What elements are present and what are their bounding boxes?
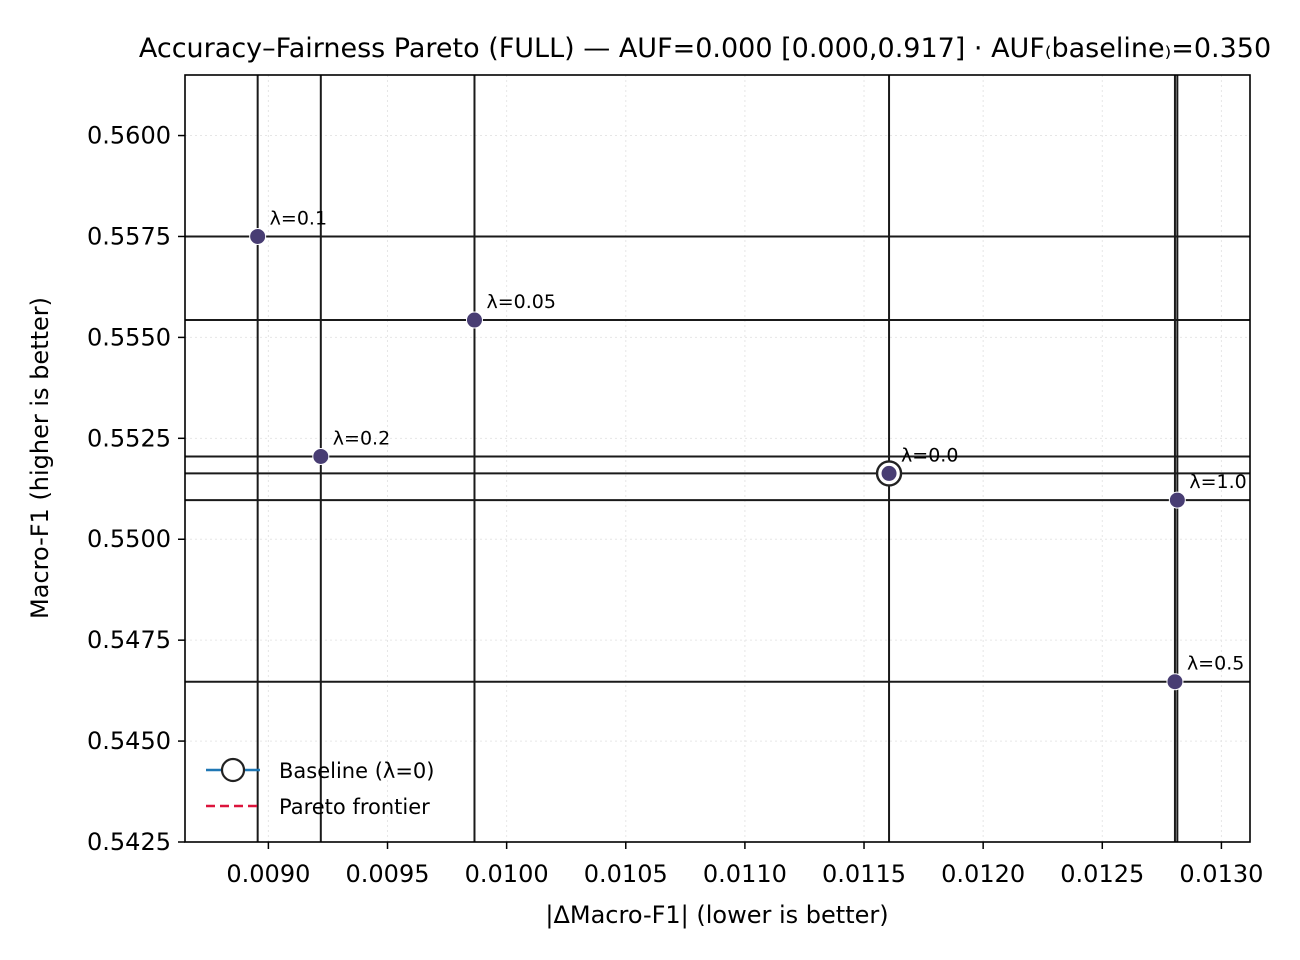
legend-baseline-marker <box>220 757 246 783</box>
grid <box>185 75 1250 843</box>
point-label: λ=1.0 <box>1189 471 1246 493</box>
reference-lines <box>185 75 1250 842</box>
y-tick-label: 0.5475 <box>87 626 171 654</box>
y-axis-ticks: 0.5425 0.5450 0.5475 0.5500 0.5525 0.5550 0.55… <box>87 122 185 856</box>
data-point <box>465 311 483 329</box>
x-axis-ticks: 0.0090 0.0095 0.0100 0.0105 0.0110 0.0115 0.01… <box>226 842 1263 888</box>
chart-title: Accuracy–Fairness Pareto (FULL) — AUF=0.… <box>139 33 1271 64</box>
point-label: λ=0.05 <box>486 291 555 313</box>
data-point <box>249 227 267 245</box>
legend-label-baseline: Baseline (λ=0) <box>279 759 434 783</box>
x-tick-label: 0.0090 <box>226 860 310 888</box>
data-point <box>880 464 898 482</box>
y-tick-label: 0.5550 <box>87 323 171 351</box>
x-axis-label: |ΔMacro-F1| (lower is better) <box>545 901 888 929</box>
legend: Baseline (λ=0) Pareto frontier <box>206 757 434 819</box>
x-tick-label: 0.0115 <box>822 860 906 888</box>
point-label: λ=0.1 <box>270 207 327 229</box>
data-point <box>1168 491 1186 509</box>
x-tick-label: 0.0095 <box>346 860 430 888</box>
y-tick-label: 0.5525 <box>87 424 171 452</box>
legend-label-pareto: Pareto frontier <box>279 795 430 819</box>
y-tick-label: 0.5450 <box>87 727 171 755</box>
x-tick-label: 0.0120 <box>941 860 1025 888</box>
x-tick-label: 0.0125 <box>1060 860 1144 888</box>
plot-frame <box>184 74 1251 843</box>
x-tick-label: 0.0105 <box>584 860 668 888</box>
x-tick-label: 0.0130 <box>1179 860 1263 888</box>
point-label: λ=0.5 <box>1187 653 1244 675</box>
data-point <box>1166 673 1184 691</box>
x-tick-label: 0.0110 <box>703 860 787 888</box>
y-tick-label: 0.5425 <box>87 828 171 856</box>
y-tick-label: 0.5500 <box>87 525 171 553</box>
x-tick-label: 0.0100 <box>465 860 549 888</box>
y-axis-label: Macro-F1 (higher is better) <box>26 297 54 619</box>
y-tick-label: 0.5575 <box>87 222 171 250</box>
point-label: λ=0.0 <box>901 444 958 466</box>
point-label: λ=0.2 <box>333 427 390 449</box>
data-point <box>312 447 330 465</box>
y-tick-label: 0.5600 <box>87 122 171 150</box>
data-points: λ=0.1 λ=0.05 λ=0.2 λ=0.0 λ=1.0 λ=0.5 <box>249 207 1247 691</box>
